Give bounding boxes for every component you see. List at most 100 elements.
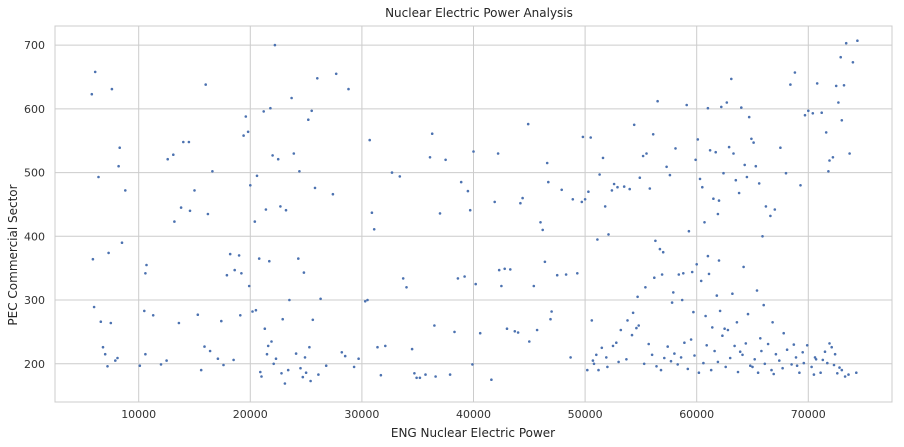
data-point	[493, 200, 497, 204]
data-point	[166, 157, 169, 161]
data-point	[334, 72, 338, 76]
data-point	[114, 359, 117, 362]
data-point	[807, 109, 810, 113]
y-tick-labels: 200 300 400 500 600 700	[24, 39, 45, 371]
data-point	[811, 112, 815, 115]
data-point	[545, 161, 549, 165]
data-point	[658, 247, 662, 251]
data-point	[674, 147, 677, 150]
data-point	[601, 156, 605, 160]
data-point	[735, 321, 739, 324]
data-point	[693, 354, 696, 357]
data-point	[794, 356, 798, 359]
data-point	[638, 176, 642, 179]
data-point	[824, 131, 828, 134]
data-point	[851, 61, 855, 64]
data-point	[666, 345, 669, 348]
data-point	[272, 362, 276, 366]
data-point	[299, 366, 302, 370]
data-point	[615, 341, 618, 345]
data-point	[430, 132, 434, 135]
data-point	[474, 282, 478, 286]
data-point	[743, 163, 746, 167]
data-point	[840, 119, 844, 122]
data-point	[302, 271, 306, 274]
data-point	[363, 300, 367, 303]
data-point	[516, 331, 520, 334]
data-point	[687, 229, 691, 233]
data-point	[271, 154, 274, 157]
data-point	[418, 376, 422, 380]
data-point	[310, 109, 314, 113]
data-point	[677, 273, 681, 276]
data-point	[712, 197, 715, 200]
x-axis-label: ENG Nuclear Electric Power	[391, 426, 555, 440]
data-point	[782, 331, 785, 335]
data-point	[814, 358, 818, 361]
data-point	[347, 87, 350, 91]
data-point	[401, 277, 405, 280]
data-point	[707, 272, 711, 276]
data-point	[583, 198, 587, 201]
data-point	[311, 318, 315, 322]
data-point	[644, 286, 647, 289]
data-point	[453, 330, 456, 334]
data-point	[747, 115, 751, 119]
data-point	[324, 364, 328, 368]
data-point	[600, 346, 604, 350]
data-point	[698, 177, 702, 181]
data-point	[91, 257, 95, 261]
x-tick-label: 60000	[679, 408, 714, 421]
data-point	[650, 353, 654, 357]
data-point	[589, 136, 592, 139]
data-point	[833, 352, 837, 356]
data-point	[689, 338, 693, 341]
data-point	[840, 368, 844, 372]
data-point	[642, 362, 646, 366]
data-point	[733, 344, 736, 348]
data-point	[730, 77, 733, 81]
data-point	[625, 358, 628, 361]
data-point	[456, 277, 460, 280]
data-point	[669, 359, 673, 363]
data-point	[685, 103, 688, 107]
data-point	[233, 268, 236, 272]
data-point	[630, 333, 634, 337]
data-point	[532, 284, 536, 288]
data-point	[855, 371, 858, 375]
data-point	[304, 371, 308, 375]
data-point	[254, 308, 258, 312]
x-tick-label: 50000	[568, 408, 603, 421]
data-point	[732, 152, 735, 155]
data-point	[319, 297, 322, 301]
data-point	[372, 228, 376, 231]
data-point	[410, 347, 414, 351]
data-point	[242, 134, 245, 137]
data-point	[616, 185, 619, 189]
data-point	[619, 328, 623, 332]
data-point	[316, 77, 319, 80]
data-point	[357, 357, 360, 361]
data-point	[856, 39, 859, 42]
data-point	[92, 305, 96, 309]
data-point	[145, 263, 148, 267]
data-point	[744, 342, 748, 345]
data-point	[701, 185, 704, 189]
data-point	[647, 342, 650, 346]
data-point	[843, 375, 847, 378]
data-point	[249, 184, 252, 187]
data-point	[222, 363, 225, 367]
x-tick-label: 20000	[233, 408, 268, 421]
data-point	[535, 328, 539, 332]
data-point	[298, 170, 301, 173]
data-point	[637, 324, 640, 327]
data-point	[721, 334, 724, 338]
data-point	[580, 200, 584, 204]
data-point	[760, 349, 763, 353]
data-point	[237, 254, 241, 257]
data-point	[309, 379, 312, 383]
data-point	[478, 331, 482, 335]
data-point	[679, 356, 683, 359]
data-point	[308, 345, 311, 349]
plot-frame	[54, 25, 893, 403]
